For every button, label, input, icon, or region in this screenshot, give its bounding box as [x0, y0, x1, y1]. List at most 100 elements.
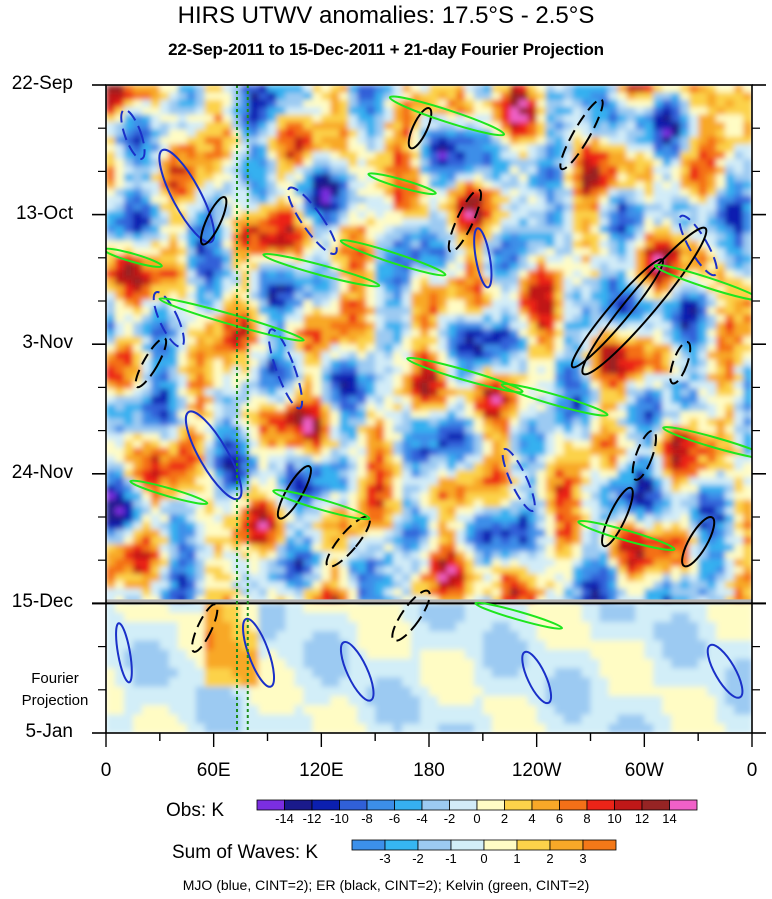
- heat-cell: [446, 203, 457, 212]
- heat-cell: [106, 588, 116, 597]
- heat-cell: [536, 581, 547, 590]
- heat-cell: [662, 203, 672, 212]
- heat-cell: [725, 321, 735, 330]
- heat-cell: [240, 544, 251, 553]
- heat-cell: [357, 159, 367, 168]
- heat-cell: [222, 544, 233, 553]
- heat-cell: [402, 92, 412, 101]
- heat-cell: [303, 359, 313, 368]
- heat-cell: [159, 425, 170, 434]
- heat-cell: [393, 551, 403, 560]
- heat-cell: [366, 203, 376, 212]
- heat-cell: [473, 433, 484, 442]
- heat-cell: [186, 292, 197, 301]
- heat-cell: [545, 99, 556, 108]
- heat-cell: [536, 336, 547, 345]
- heat-cell: [500, 433, 511, 442]
- heat-cell: [384, 447, 394, 456]
- heat-cell: [653, 573, 663, 582]
- heat-cell: [554, 218, 565, 227]
- heat-cell: [150, 558, 161, 567]
- heat-cell: [572, 321, 583, 330]
- heat-cell: [213, 99, 224, 108]
- heat-cell: [617, 544, 627, 553]
- heat-cell: [716, 240, 726, 249]
- heat-cell: [437, 240, 448, 249]
- heat-cell: [698, 292, 708, 301]
- heat-cell: [617, 210, 627, 219]
- heat-cell: [294, 151, 304, 160]
- heat-cell: [680, 159, 690, 168]
- heat-cell: [429, 122, 439, 131]
- heat-cell: [473, 188, 484, 197]
- heat-cell: [159, 262, 170, 271]
- heat-cell: [437, 492, 448, 501]
- heat-cell: [393, 181, 403, 190]
- heat-cell: [608, 418, 619, 427]
- heat-cell: [204, 107, 215, 116]
- heat-cell: [348, 210, 358, 219]
- heat-cell: [375, 173, 385, 182]
- heat-cell: [554, 314, 565, 323]
- heat-cell: [446, 558, 457, 567]
- heat-cell: [563, 166, 574, 175]
- heat-cell: [348, 218, 358, 227]
- heat-cell: [159, 151, 170, 160]
- heat-cell: [689, 507, 699, 516]
- heat-cell: [563, 462, 574, 471]
- heat-cell: [330, 514, 340, 523]
- heat-cell: [168, 210, 179, 219]
- heat-cell: [132, 107, 143, 116]
- heat-cell: [267, 144, 278, 153]
- heat-cell: [411, 99, 421, 108]
- heat-cell: [330, 507, 340, 516]
- heat-cell: [411, 122, 421, 131]
- heat-cell: [141, 307, 152, 316]
- heat-cell: [455, 85, 466, 94]
- heat-cell: [312, 381, 322, 390]
- heat-cell: [509, 151, 520, 160]
- heat-cell: [581, 85, 592, 94]
- heat-cell: [671, 381, 681, 390]
- heat-cell: [231, 247, 242, 256]
- heat-cell: [330, 92, 340, 101]
- heat-cell: [437, 462, 448, 471]
- heat-cell: [473, 136, 484, 145]
- heat-cell: [312, 329, 322, 338]
- heat-cell: [734, 240, 744, 249]
- heat-cell: [177, 410, 188, 419]
- heat-cell: [258, 433, 269, 442]
- heat-cell: [429, 240, 439, 249]
- heat-cell: [500, 144, 511, 153]
- heat-cell: [186, 284, 197, 293]
- heat-cell: [689, 529, 699, 538]
- heat-cell: [482, 292, 493, 301]
- heat-cell: [240, 210, 251, 219]
- heat-cell: [491, 588, 502, 597]
- heat-cell: [240, 521, 251, 530]
- heat-cell: [464, 558, 475, 567]
- heat-cell: [500, 277, 511, 286]
- heat-cell: [141, 99, 152, 108]
- heat-cell: [420, 507, 430, 516]
- heat-cell: [572, 507, 583, 516]
- heat-cell: [123, 307, 134, 316]
- heat-cell: [429, 499, 439, 508]
- heat-cell: [437, 366, 448, 375]
- heat-cell: [518, 225, 529, 234]
- heat-cell: [437, 477, 448, 486]
- heat-cell: [159, 418, 170, 427]
- heat-cell: [177, 92, 188, 101]
- heat-cell: [446, 425, 457, 434]
- heat-cell: [698, 588, 708, 597]
- heat-cell: [653, 581, 663, 590]
- heat-cell: [491, 366, 502, 375]
- heat-cell: [321, 159, 331, 168]
- heat-cell: [348, 284, 358, 293]
- heat-cell: [608, 92, 619, 101]
- heat-cell: [294, 366, 304, 375]
- heat-cell: [312, 507, 322, 516]
- heat-cell: [393, 284, 403, 293]
- heat-cell: [563, 433, 574, 442]
- heat-cell: [204, 418, 215, 427]
